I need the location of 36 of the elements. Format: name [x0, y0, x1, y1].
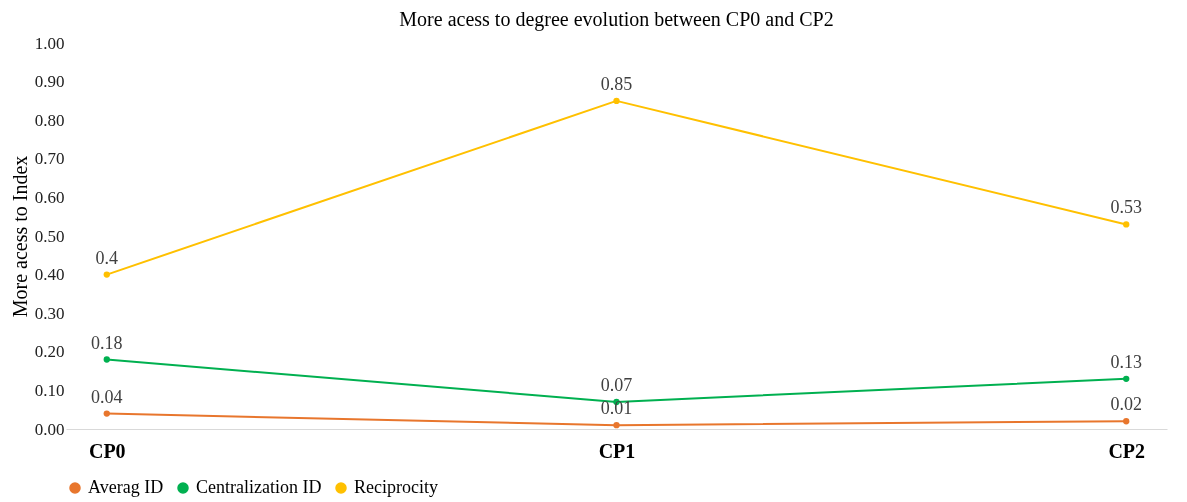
data-label: 0.4 [95, 247, 119, 268]
data-label: 0.01 [600, 398, 633, 419]
y-tick-label: 0.40 [34, 265, 65, 285]
point [613, 421, 620, 429]
y-tick-label: 0.50 [34, 226, 65, 246]
point [1123, 418, 1130, 425]
x-tick-label: CP0 [88, 439, 126, 462]
y-tick-label: 0.10 [34, 380, 65, 400]
y-axis-title: More acess to Index [8, 155, 31, 318]
data-label: 0.18 [91, 332, 123, 353]
point [1123, 375, 1130, 382]
x-tick-label: CP1 [598, 439, 636, 462]
data-label: 0.85 [600, 73, 633, 94]
point [1123, 221, 1130, 228]
data-label: 0.04 [91, 386, 123, 407]
y-tick-label: 0.60 [34, 187, 65, 207]
y-tick-label: 1.00 [34, 33, 65, 53]
y-tick-label: 0.80 [34, 110, 65, 130]
y-tick-label: 0.70 [34, 149, 65, 169]
point [103, 356, 110, 363]
data-label: 0.02 [1110, 394, 1142, 415]
data-label: 0.13 [1110, 351, 1142, 372]
legend-label: Centralization ID [196, 477, 322, 497]
y-tick-label: 0.00 [34, 419, 65, 439]
point [613, 97, 620, 105]
data-label: 0.53 [1110, 197, 1142, 218]
y-tick-label: 0.90 [34, 72, 65, 92]
legend-label: Averag ID [88, 477, 164, 497]
point [103, 410, 110, 417]
y-tick-label: 0.20 [34, 342, 65, 362]
chart-title: More acess to degree evolution between CP0 and CP2 [399, 8, 834, 31]
y-tick-label: 0.30 [34, 303, 65, 323]
point [103, 271, 110, 278]
x-tick-label: CP2 [1108, 439, 1146, 462]
legend-label: Reciprocity [354, 477, 438, 497]
data-label: 0.07 [600, 374, 633, 395]
